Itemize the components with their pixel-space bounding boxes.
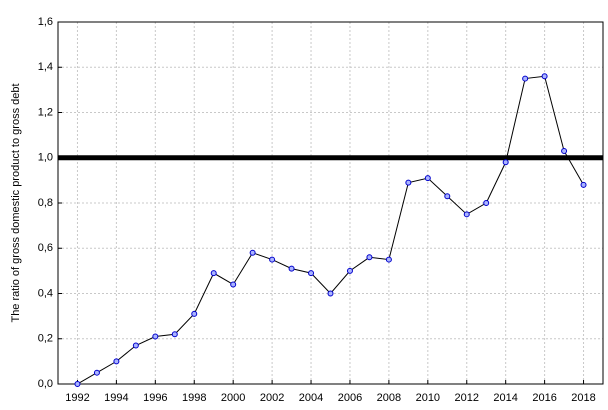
y-tick-label: 0,4	[38, 287, 53, 299]
x-tick-label: 2006	[338, 392, 362, 404]
plot-frame	[57, 21, 604, 385]
x-tick-label: 1998	[182, 392, 206, 404]
data-point	[327, 290, 334, 297]
x-tick-label: 2010	[416, 392, 440, 404]
data-point	[74, 381, 81, 387]
x-tick-label: 2002	[260, 392, 284, 404]
data-point	[405, 179, 412, 186]
x-tick-label: 2000	[221, 392, 245, 404]
y-axis-label: The ratio of gross domestic product to g…	[10, 83, 22, 322]
x-tick-label: 2012	[455, 392, 479, 404]
y-tick-label: 1,2	[38, 106, 53, 118]
data-point	[191, 310, 198, 317]
x-tick-label: 2004	[299, 392, 323, 404]
data-point	[288, 265, 295, 272]
y-tick-label: 1,0	[38, 152, 53, 164]
data-point	[269, 256, 276, 263]
data-point	[230, 281, 237, 288]
data-point	[132, 342, 139, 349]
data-point	[444, 193, 451, 200]
x-tick-label: 1994	[104, 392, 128, 404]
data-point	[152, 333, 159, 340]
data-point	[171, 331, 178, 338]
x-tick-label: 1996	[143, 392, 167, 404]
data-point	[346, 267, 353, 274]
data-point	[502, 159, 509, 166]
data-point	[366, 254, 373, 261]
data-point	[424, 175, 431, 182]
x-tick-label: 2018	[571, 392, 595, 404]
data-point	[113, 358, 120, 365]
data-point	[483, 200, 490, 206]
data-point	[308, 270, 315, 277]
data-point	[210, 270, 217, 277]
data-point	[463, 211, 470, 218]
x-tick-label: 2016	[532, 392, 556, 404]
y-tick-label: 1,4	[38, 61, 53, 73]
x-tick-label: 1992	[65, 392, 89, 404]
x-tick-label: 2008	[377, 392, 401, 404]
data-point	[249, 249, 256, 256]
y-tick-label: 0,2	[38, 333, 53, 345]
y-tick-label: 0,8	[38, 197, 53, 209]
data-point	[522, 75, 529, 82]
x-tick-label: 2014	[493, 392, 517, 404]
data-point	[93, 369, 100, 376]
data-point	[561, 147, 568, 154]
data-point	[541, 73, 548, 80]
y-tick-label: 0,6	[38, 242, 53, 254]
y-tick-label: 0,0	[38, 378, 53, 390]
y-tick-label: 1,6	[38, 16, 53, 28]
data-point	[385, 256, 392, 263]
data-point	[580, 181, 587, 188]
